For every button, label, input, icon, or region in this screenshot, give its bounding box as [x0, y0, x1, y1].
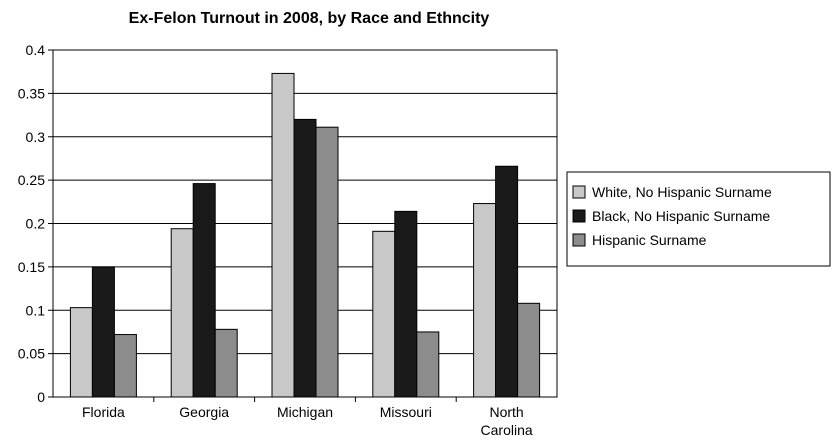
legend: White, No Hispanic Surname Black, No Hisp…: [566, 171, 831, 267]
chart-title: Ex-Felon Turnout in 2008, by Race and Et…: [129, 10, 490, 27]
bar: [517, 302, 541, 398]
bar: [192, 183, 216, 398]
y-tick-label: 0.25: [18, 172, 45, 188]
bar: [91, 266, 115, 398]
y-tick-label: 0.05: [18, 346, 45, 362]
legend-swatch: [572, 185, 586, 199]
bar: [113, 334, 137, 398]
x-tick-label: Florida: [82, 404, 125, 420]
x-tick-label: Michigan: [277, 404, 333, 420]
y-tick-label: 0.3: [26, 129, 46, 145]
x-tick-label: Georgia: [179, 404, 229, 420]
legend-label: Black, No Hispanic Surname: [592, 208, 770, 224]
bar: [394, 210, 418, 398]
y-tick-label: 0.2: [26, 216, 46, 232]
legend-swatch: [572, 233, 586, 247]
bar: [293, 118, 317, 398]
bars: [69, 72, 541, 398]
legend-label: Hispanic Surname: [592, 232, 707, 248]
bar: [416, 331, 440, 398]
bar: [214, 328, 238, 398]
y-axis: 0 0.05 0.1 0.15 0.2 0.25 0.3 0.35 0.4: [18, 42, 53, 405]
bar: [315, 126, 339, 398]
legend-label: White, No Hispanic Surname: [592, 184, 772, 200]
x-tick-label: Missouri: [380, 404, 432, 420]
y-tick-label: 0.15: [18, 259, 45, 275]
y-tick-label: 0.35: [18, 85, 45, 101]
x-axis: Florida Georgia Michigan Missouri North Carol…: [82, 397, 533, 438]
y-tick-label: 0.4: [26, 42, 46, 58]
bar: [69, 307, 93, 398]
x-tick-label: Carolina: [481, 422, 533, 438]
y-tick-label: 0: [37, 389, 45, 405]
y-tick-label: 0.1: [26, 302, 46, 318]
legend-box: [566, 171, 831, 267]
bar: [495, 165, 519, 398]
x-tick-label: North: [489, 404, 523, 420]
bar: [372, 230, 396, 398]
bar: [473, 203, 497, 398]
bar: [170, 228, 194, 398]
bar: [271, 72, 295, 398]
legend-swatch: [572, 209, 586, 223]
